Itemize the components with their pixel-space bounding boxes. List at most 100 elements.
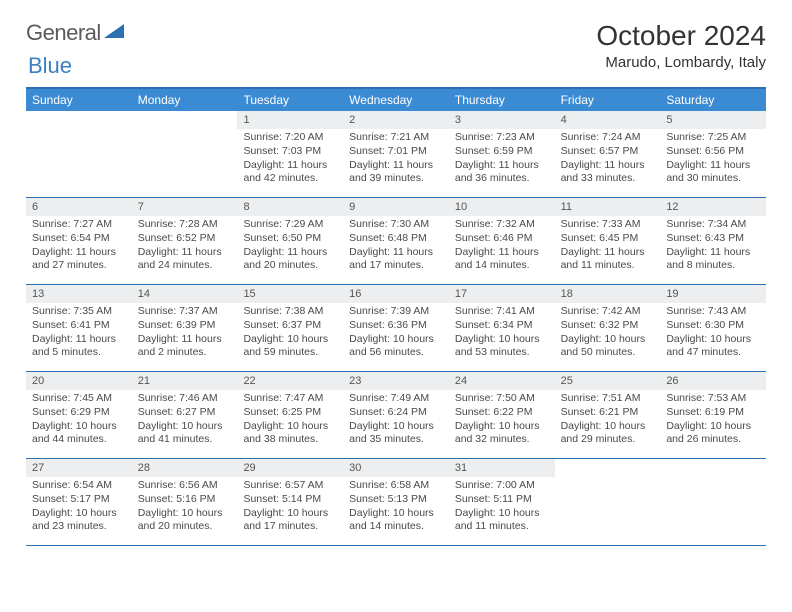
- day-details: Sunrise: 7:42 AMSunset: 6:32 PMDaylight:…: [555, 305, 661, 360]
- day-cell: 22Sunrise: 7:47 AMSunset: 6:25 PMDayligh…: [237, 372, 343, 458]
- day-number: 18: [555, 285, 661, 303]
- day-cell: 26Sunrise: 7:53 AMSunset: 6:19 PMDayligh…: [660, 372, 766, 458]
- daylight-line: Daylight: 10 hours and 26 minutes.: [666, 420, 760, 447]
- week-row: 1 Sunrise: 7:20 AMSunset: 7:03 PMDaylight…: [26, 111, 766, 198]
- daylight-line: Daylight: 11 hours and 33 minutes.: [561, 159, 655, 186]
- day-number: 6: [26, 198, 132, 216]
- day-cell: 19 Sunrise: 7:43 AMSunset: 6:30 PMDayligh…: [660, 285, 766, 371]
- day-details: Sunrise: 7:35 AMSunset: 6:41 PMDaylight:…: [26, 305, 132, 360]
- day-details: Sunrise: 7:39 AMSunset: 6:36 PMDaylight:…: [343, 305, 449, 360]
- sunset-line: Sunset: 6:27 PM: [138, 406, 232, 420]
- day-cell: 9Sunrise: 7:30 AMSunset: 6:48 PMDaylight…: [343, 198, 449, 284]
- daylight-line: Daylight: 10 hours and 11 minutes.: [455, 507, 549, 534]
- sunrise-line: Sunrise: 6:54 AM: [32, 479, 126, 493]
- sunset-line: Sunset: 6:45 PM: [561, 232, 655, 246]
- day-details: Sunrise: 7:51 AMSunset: 6:21 PMDaylight:…: [555, 392, 661, 447]
- day-details: Sunrise: 7:29 AMSunset: 6:50 PMDaylight:…: [237, 218, 343, 273]
- day-number: 1: [237, 111, 343, 129]
- sunrise-line: Sunrise: 6:56 AM: [138, 479, 232, 493]
- sunrise-line: Sunrise: 6:57 AM: [243, 479, 337, 493]
- daylight-line: Daylight: 11 hours and 30 minutes.: [666, 159, 760, 186]
- daylight-line: Daylight: 11 hours and 27 minutes.: [32, 246, 126, 273]
- day-number: 23: [343, 372, 449, 390]
- sunset-line: Sunset: 5:17 PM: [32, 493, 126, 507]
- day-number: 28: [132, 459, 238, 477]
- day-cell: 17Sunrise: 7:41 AMSunset: 6:34 PMDayligh…: [449, 285, 555, 371]
- sunrise-line: Sunrise: 7:39 AM: [349, 305, 443, 319]
- sunrise-line: Sunrise: 7:34 AM: [666, 218, 760, 232]
- sunset-line: Sunset: 6:37 PM: [243, 319, 337, 333]
- sunset-line: Sunset: 6:56 PM: [666, 145, 760, 159]
- sunrise-line: Sunrise: 7:53 AM: [666, 392, 760, 406]
- day-number: 31: [449, 459, 555, 477]
- day-cell: 20Sunrise: 7:45 AMSunset: 6:29 PMDayligh…: [26, 372, 132, 458]
- day-cell: 28 Sunrise: 6:56 AMSunset: 5:16 PMDayligh…: [132, 459, 238, 545]
- sunrise-line: Sunrise: 7:28 AM: [138, 218, 232, 232]
- sunset-line: Sunset: 6:34 PM: [455, 319, 549, 333]
- sunset-line: Sunset: 6:25 PM: [243, 406, 337, 420]
- day-cell: 4Sunrise: 7:24 AMSunset: 6:57 PMDaylight…: [555, 111, 661, 197]
- daylight-line: Daylight: 10 hours and 20 minutes.: [138, 507, 232, 534]
- dow-cell: Wednesday: [343, 89, 449, 111]
- day-number: 13: [26, 285, 132, 303]
- sunset-line: Sunset: 6:57 PM: [561, 145, 655, 159]
- daylight-line: Daylight: 11 hours and 20 minutes.: [243, 246, 337, 273]
- sunset-line: Sunset: 6:50 PM: [243, 232, 337, 246]
- day-details: Sunrise: 7:20 AMSunset: 7:03 PMDaylight:…: [237, 131, 343, 186]
- calendar-grid: SundayMondayTuesdayWednesdayThursdayFrid…: [26, 87, 766, 546]
- day-cell: 8Sunrise: 7:29 AMSunset: 6:50 PMDaylight…: [237, 198, 343, 284]
- day-details: Sunrise: 7:34 AMSunset: 6:43 PMDaylight:…: [660, 218, 766, 273]
- dow-cell: Sunday: [26, 89, 132, 111]
- day-number: 11: [555, 198, 661, 216]
- sunrise-line: Sunrise: 7:49 AM: [349, 392, 443, 406]
- day-number: 29: [237, 459, 343, 477]
- sunrise-line: Sunrise: 7:42 AM: [561, 305, 655, 319]
- sunset-line: Sunset: 6:21 PM: [561, 406, 655, 420]
- day-details: Sunrise: 7:21 AMSunset: 7:01 PMDaylight:…: [343, 131, 449, 186]
- day-number: 9: [343, 198, 449, 216]
- daylight-line: Daylight: 11 hours and 17 minutes.: [349, 246, 443, 273]
- sunrise-line: Sunrise: 7:41 AM: [455, 305, 549, 319]
- day-details: Sunrise: 6:58 AMSunset: 5:13 PMDaylight:…: [343, 479, 449, 534]
- sunrise-line: Sunrise: 7:51 AM: [561, 392, 655, 406]
- day-number: 24: [449, 372, 555, 390]
- logo: General: [26, 20, 124, 46]
- dow-cell: Tuesday: [237, 89, 343, 111]
- day-number: 19: [660, 285, 766, 303]
- day-details: Sunrise: 7:53 AMSunset: 6:19 PMDaylight:…: [660, 392, 766, 447]
- day-cell: 10Sunrise: 7:32 AMSunset: 6:46 PMDayligh…: [449, 198, 555, 284]
- day-cell: 13 Sunrise: 7:35 AMSunset: 6:41 PMDayligh…: [26, 285, 132, 371]
- sunrise-line: Sunrise: 7:25 AM: [666, 131, 760, 145]
- sunrise-line: Sunrise: 7:32 AM: [455, 218, 549, 232]
- sunrise-line: Sunrise: 7:20 AM: [243, 131, 337, 145]
- day-cell-empty: [555, 459, 661, 545]
- day-details: Sunrise: 7:43 AMSunset: 6:30 PMDaylight:…: [660, 305, 766, 360]
- sunset-line: Sunset: 6:59 PM: [455, 145, 549, 159]
- sunset-line: Sunset: 6:32 PM: [561, 319, 655, 333]
- sunset-line: Sunset: 6:36 PM: [349, 319, 443, 333]
- day-cell: 11 Sunrise: 7:33 AMSunset: 6:45 PMDayligh…: [555, 198, 661, 284]
- day-details: Sunrise: 6:54 AMSunset: 5:17 PMDaylight:…: [26, 479, 132, 534]
- day-details: Sunrise: 6:56 AMSunset: 5:16 PMDaylight:…: [132, 479, 238, 534]
- day-cell: 7Sunrise: 7:28 AMSunset: 6:52 PMDaylight…: [132, 198, 238, 284]
- day-cell: 18 Sunrise: 7:42 AMSunset: 6:32 PMDayligh…: [555, 285, 661, 371]
- daylight-line: Daylight: 10 hours and 23 minutes.: [32, 507, 126, 534]
- daylight-line: Daylight: 11 hours and 24 minutes.: [138, 246, 232, 273]
- sunrise-line: Sunrise: 7:29 AM: [243, 218, 337, 232]
- daylight-line: Daylight: 10 hours and 41 minutes.: [138, 420, 232, 447]
- day-details: Sunrise: 6:57 AMSunset: 5:14 PMDaylight:…: [237, 479, 343, 534]
- day-cell: 30Sunrise: 6:58 AMSunset: 5:13 PMDayligh…: [343, 459, 449, 545]
- location: Marudo, Lombardy, Italy: [596, 54, 766, 71]
- daylight-line: Daylight: 10 hours and 32 minutes.: [455, 420, 549, 447]
- sunrise-line: Sunrise: 7:45 AM: [32, 392, 126, 406]
- sunset-line: Sunset: 6:54 PM: [32, 232, 126, 246]
- sunset-line: Sunset: 6:46 PM: [455, 232, 549, 246]
- daylight-line: Daylight: 10 hours and 59 minutes.: [243, 333, 337, 360]
- day-cell-empty: [660, 459, 766, 545]
- day-number: 15: [237, 285, 343, 303]
- day-number: 17: [449, 285, 555, 303]
- daylight-line: Daylight: 10 hours and 29 minutes.: [561, 420, 655, 447]
- sunset-line: Sunset: 5:16 PM: [138, 493, 232, 507]
- daylight-line: Daylight: 11 hours and 36 minutes.: [455, 159, 549, 186]
- day-details: Sunrise: 7:33 AMSunset: 6:45 PMDaylight:…: [555, 218, 661, 273]
